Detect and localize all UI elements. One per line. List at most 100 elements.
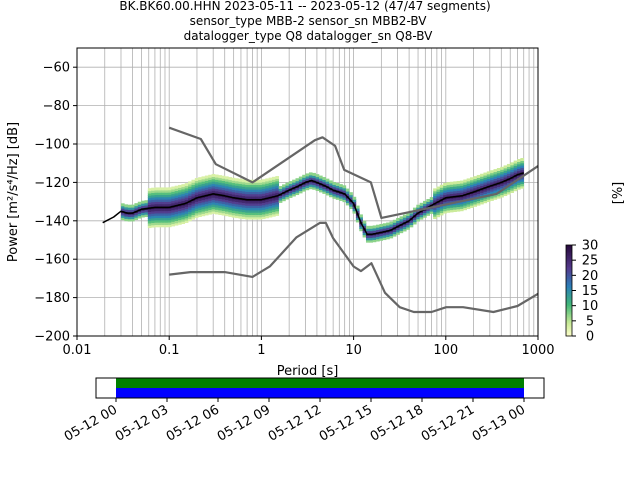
heatmap-cell [204, 207, 209, 211]
heatmap-cell [473, 178, 478, 182]
colorbar-step [566, 326, 572, 329]
heatmap-cell [204, 177, 209, 181]
heatmap-cell [423, 205, 427, 209]
heatmap-cell [261, 190, 266, 194]
heatmap-cell [167, 224, 172, 228]
heatmap-cell [490, 181, 494, 185]
heatmap-cell [272, 209, 276, 213]
heatmap-cell [349, 196, 353, 200]
heatmap-cell [335, 194, 340, 198]
y-tick-label: −160 [34, 253, 70, 268]
heatmap-cell [399, 225, 404, 229]
heatmap-cell [151, 199, 155, 203]
heatmap-cell [161, 215, 165, 219]
heatmap-cell [510, 169, 514, 173]
heatmap-cell [389, 226, 394, 230]
heatmap-cell [147, 220, 152, 224]
heatmap-cell [496, 193, 501, 197]
heatmap-cell [490, 170, 494, 174]
heatmap-cell [268, 212, 273, 216]
heatmap-cell [513, 167, 518, 171]
colorbar-step [566, 276, 572, 279]
heatmap-cell [238, 185, 243, 189]
noise-model-high-line [168, 126, 539, 219]
y-axis-label: Power [m²/s⁴/Hz] [dB] [6, 122, 21, 262]
heatmap-cell [188, 192, 192, 196]
heatmap-cell [120, 203, 125, 207]
heatmap-cell [238, 181, 243, 185]
heatmap-cell [490, 174, 494, 178]
heatmap-cell [265, 189, 269, 193]
heatmap-cell [167, 208, 172, 212]
colorbar-step [566, 290, 572, 293]
heatmap-cell [265, 183, 269, 187]
colorbar-step [566, 302, 572, 305]
heatmap-cell [443, 201, 447, 205]
heatmap-cell [151, 194, 155, 198]
heatmap-cell [258, 186, 263, 190]
heatmap-cell [255, 207, 259, 211]
heatmap-cell [496, 177, 501, 181]
heatmap-cell [218, 191, 222, 195]
timeline-tick-label: 05-12 03 [113, 402, 171, 444]
heatmap-cell [167, 221, 172, 225]
heatmap-cell [470, 204, 474, 208]
heatmap-cell [137, 210, 142, 214]
heatmap-cell [157, 196, 162, 200]
heatmap-cell [251, 193, 256, 197]
heatmap-cell [131, 218, 135, 222]
heatmap-cell [198, 211, 202, 215]
heatmap-cell [251, 184, 256, 188]
heatmap-cell [211, 203, 216, 207]
heatmap-cell [225, 187, 229, 191]
x-axis-label: Period [s] [277, 364, 339, 379]
heatmap-cell [241, 211, 246, 215]
heatmap-cell [191, 186, 196, 190]
heatmap-cell [329, 191, 333, 195]
heatmap-cell [144, 200, 149, 204]
heatmap-cell [235, 180, 239, 184]
heatmap-cell [473, 185, 478, 189]
heatmap-cell [208, 204, 212, 208]
heatmap-cell [298, 190, 303, 194]
heatmap-cell [423, 212, 427, 216]
heatmap-cell [483, 174, 488, 178]
heatmap-cell [261, 188, 266, 192]
heatmap-cell [245, 209, 249, 213]
heatmap-cell [510, 173, 514, 177]
heatmap-cell [463, 200, 467, 204]
heatmap-cell [161, 187, 165, 191]
heatmap-cell [406, 215, 410, 219]
heatmap-cell [268, 186, 273, 190]
heatmap-cell [406, 226, 410, 230]
heatmap-cell [506, 166, 511, 170]
heatmap-cell [278, 197, 283, 201]
heatmap-cell [362, 229, 367, 233]
colorbar-step [566, 301, 572, 304]
colorbar-step [566, 258, 572, 261]
heatmap-cell [245, 186, 249, 190]
heatmap-cell [402, 228, 407, 232]
heatmap-cell [221, 198, 226, 202]
heatmap-cell [470, 181, 474, 185]
title-line-1: BK.BK60.00.HHN 2023-05-11 -- 2023-05-12 … [119, 0, 490, 13]
heatmap-cell [188, 202, 192, 206]
heatmap-cell [261, 181, 266, 185]
heatmap-cell [476, 200, 481, 204]
heatmap-cell [161, 196, 165, 200]
heatmap-cell [151, 201, 155, 205]
heatmap-cell [178, 189, 182, 193]
heatmap-cell [272, 176, 276, 180]
colorbar-tick-label: 0 [586, 330, 594, 345]
heatmap-cell [308, 172, 313, 176]
heatmap-cell [265, 185, 269, 189]
heatmap-cell [288, 181, 293, 185]
heatmap-cell [500, 192, 504, 196]
heatmap-cell [231, 205, 236, 209]
heatmap-cell [238, 211, 243, 215]
heatmap-cell [449, 184, 454, 188]
heatmap-cell [171, 218, 175, 222]
heatmap-cell [446, 207, 451, 211]
heatmap-cell [261, 202, 266, 206]
heatmap-cell [265, 201, 269, 205]
